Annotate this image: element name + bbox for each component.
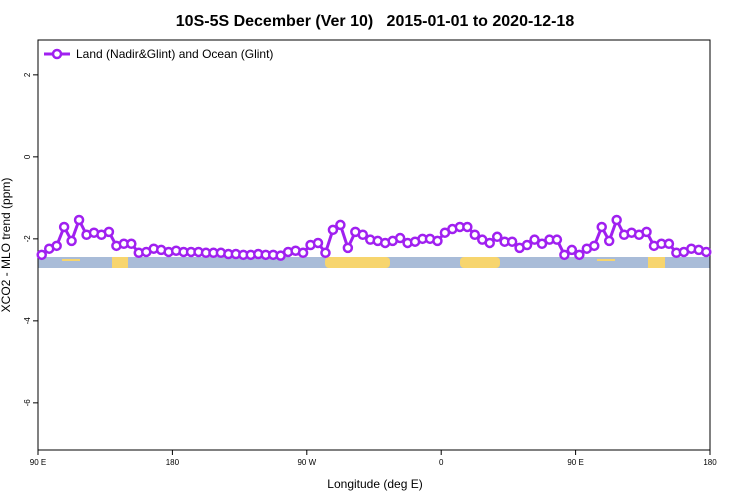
point — [357, 229, 369, 240]
point — [529, 234, 540, 245]
point — [701, 246, 712, 258]
point — [327, 224, 339, 236]
legend-label: Land (Nadir&Glint) and Ocean (Glint) — [76, 47, 273, 61]
point — [603, 235, 615, 247]
x-tick-label: 90 E — [567, 458, 583, 467]
point — [596, 221, 607, 233]
y-tick-label: 2 — [23, 72, 32, 77]
point — [297, 247, 309, 259]
plot-frame — [37, 39, 711, 451]
point — [566, 244, 578, 256]
point — [491, 231, 503, 243]
point — [574, 249, 585, 261]
point — [589, 240, 600, 252]
y-tick-label: -6 — [23, 399, 32, 407]
point — [663, 238, 675, 250]
point — [506, 236, 518, 247]
point — [342, 242, 354, 254]
point — [469, 229, 481, 240]
land — [325, 257, 390, 268]
x-tick-label: 180 — [166, 458, 180, 467]
point — [66, 235, 77, 247]
land — [597, 259, 615, 261]
y-axis-label: XCO2 - MLO trend (ppm) — [0, 178, 13, 313]
point — [103, 226, 115, 238]
land — [112, 257, 128, 268]
x-tick-label: 180 — [703, 458, 717, 467]
y-tick-label: -4 — [23, 317, 32, 325]
point — [641, 226, 652, 238]
x-tick-label: 0 — [439, 458, 444, 467]
point — [611, 214, 622, 226]
point — [36, 249, 47, 261]
y-tick-label: -2 — [23, 235, 32, 243]
point — [312, 237, 324, 249]
x-tick-label: 90 E — [30, 458, 46, 467]
point — [462, 221, 473, 233]
point — [394, 232, 406, 244]
x-tick-label: 90 W — [297, 458, 316, 467]
point — [551, 234, 563, 245]
chart-title: 10S-5S December (Ver 10) 2015-01-01 to 2… — [176, 13, 575, 30]
point — [521, 239, 533, 251]
point — [432, 235, 443, 247]
y-tick-label: 0 — [23, 154, 32, 159]
legend-marker — [51, 48, 63, 60]
land — [460, 257, 500, 268]
point — [126, 238, 137, 250]
point — [58, 221, 70, 233]
land — [648, 257, 665, 268]
point — [559, 249, 570, 261]
point — [484, 237, 495, 249]
point — [51, 240, 62, 252]
point — [320, 247, 331, 259]
point — [536, 238, 548, 250]
point — [73, 214, 85, 226]
land — [62, 259, 80, 261]
x-axis-label: Longitude (deg E) — [327, 477, 422, 491]
map-strip — [38, 257, 710, 268]
point — [335, 219, 346, 231]
